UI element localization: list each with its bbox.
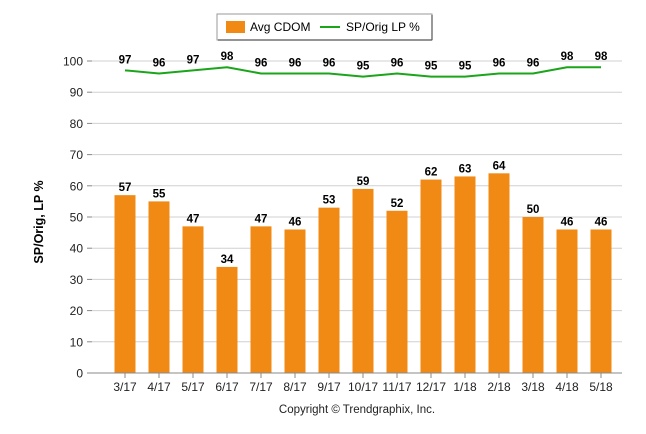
- bar-value-label: 52: [391, 198, 404, 210]
- bar: [386, 210, 408, 373]
- bar: [488, 173, 510, 373]
- line-value-label: 96: [153, 57, 166, 69]
- bar-value-label: 46: [561, 216, 574, 228]
- bar-value-label: 50: [527, 204, 540, 216]
- bar-value-label: 47: [255, 213, 268, 225]
- y-tick-label: 50: [70, 211, 84, 225]
- bar-value-label: 55: [153, 188, 166, 200]
- y-tick-label: 10: [70, 335, 84, 349]
- legend-swatch-avg-cdom: [226, 21, 245, 33]
- bar-value-label: 64: [493, 160, 506, 172]
- x-tick-label: 9/17: [317, 380, 341, 394]
- y-axis-ticks: 0 10 20 30 40 50 60 70 80 90 100: [63, 55, 92, 381]
- bar-value-label: 57: [119, 182, 132, 194]
- line-value-label: 96: [391, 57, 404, 69]
- bar: [556, 229, 578, 373]
- line-series: [124, 66, 601, 78]
- x-axis-ticks: 3/17 4/17 5/17 6/17 7/17 8/17 9/17 10/17 11/17 12…: [113, 373, 613, 394]
- bar: [318, 207, 340, 373]
- line-value-label: 96: [527, 57, 540, 69]
- x-tick-label: 3/18: [521, 380, 545, 394]
- y-tick-label: 40: [70, 242, 84, 256]
- x-tick-label: 11/17: [382, 380, 411, 394]
- x-tick-label: 6/17: [215, 380, 239, 394]
- bar-value-label: 63: [459, 163, 472, 175]
- x-tick-label: 10/17: [348, 380, 378, 394]
- y-tick-label: 100: [63, 55, 83, 69]
- bar: [522, 217, 544, 373]
- legend-label-avg-cdom: Avg CDOM: [250, 20, 310, 34]
- x-tick-label: 3/17: [113, 380, 137, 394]
- bar-value-label: 34: [221, 254, 234, 266]
- bar: [114, 195, 136, 373]
- x-tick-label: 5/18: [589, 380, 613, 394]
- y-tick-label: 20: [70, 304, 84, 318]
- line-value-label: 96: [323, 57, 336, 69]
- bar: [216, 266, 238, 373]
- x-tick-label: 7/17: [249, 380, 273, 394]
- line-value-label: 96: [289, 57, 302, 69]
- bar: [590, 229, 612, 373]
- line-data-labels: 97 96 97 98 96 96 96 95 96 95 95 96 96 98 98: [119, 51, 608, 72]
- bar-value-label: 46: [289, 216, 302, 228]
- sp-orig-lp-line: [124, 66, 601, 78]
- bar-value-label: 53: [323, 195, 336, 207]
- line-value-label: 98: [561, 51, 574, 63]
- y-tick-label: 60: [70, 179, 84, 193]
- bar: [182, 226, 204, 373]
- x-tick-label: 4/18: [555, 380, 579, 394]
- y-tick-label: 80: [70, 117, 84, 131]
- bar-data-labels: 57 55 47 34 47 46 53 59 52 62 63 64 50 46 46: [119, 160, 608, 266]
- line-value-label: 97: [187, 54, 200, 66]
- y-axis-title: SP/Orig, LP %: [32, 180, 46, 263]
- legend-label-sp-orig-lp: SP/Orig LP %: [346, 20, 420, 34]
- line-value-label: 96: [493, 57, 506, 69]
- bar: [250, 226, 272, 373]
- y-tick-label: 0: [76, 367, 83, 381]
- bar-value-label: 62: [425, 167, 438, 179]
- x-tick-label: 4/17: [147, 380, 171, 394]
- line-value-label: 95: [459, 61, 472, 73]
- y-tick-label: 70: [70, 148, 84, 162]
- line-value-label: 97: [119, 54, 132, 66]
- copyright-footer: Copyright © Trendgraphix, Inc.: [279, 404, 435, 416]
- line-value-label: 95: [425, 61, 438, 73]
- x-tick-label: 8/17: [283, 380, 307, 394]
- bar-value-label: 46: [595, 216, 608, 228]
- line-value-label: 98: [221, 51, 234, 63]
- legend: Avg CDOM SP/Orig LP %: [216, 13, 433, 41]
- line-value-label: 96: [255, 57, 268, 69]
- bar: [420, 179, 442, 373]
- x-tick-label: 1/18: [453, 380, 477, 394]
- x-tick-label: 12/17: [416, 380, 446, 394]
- x-tick-label: 5/17: [181, 380, 205, 394]
- line-value-label: 98: [595, 51, 608, 63]
- bar-value-label: 47: [187, 213, 200, 225]
- y-tick-label: 90: [70, 86, 84, 100]
- bar: [148, 201, 170, 373]
- bars: [114, 173, 612, 373]
- bar: [352, 188, 374, 373]
- bar-value-label: 59: [357, 176, 370, 188]
- y-tick-label: 30: [70, 273, 84, 287]
- bar: [284, 229, 306, 373]
- bar: [454, 176, 476, 373]
- x-tick-label: 2/18: [487, 380, 511, 394]
- line-value-label: 95: [357, 61, 370, 73]
